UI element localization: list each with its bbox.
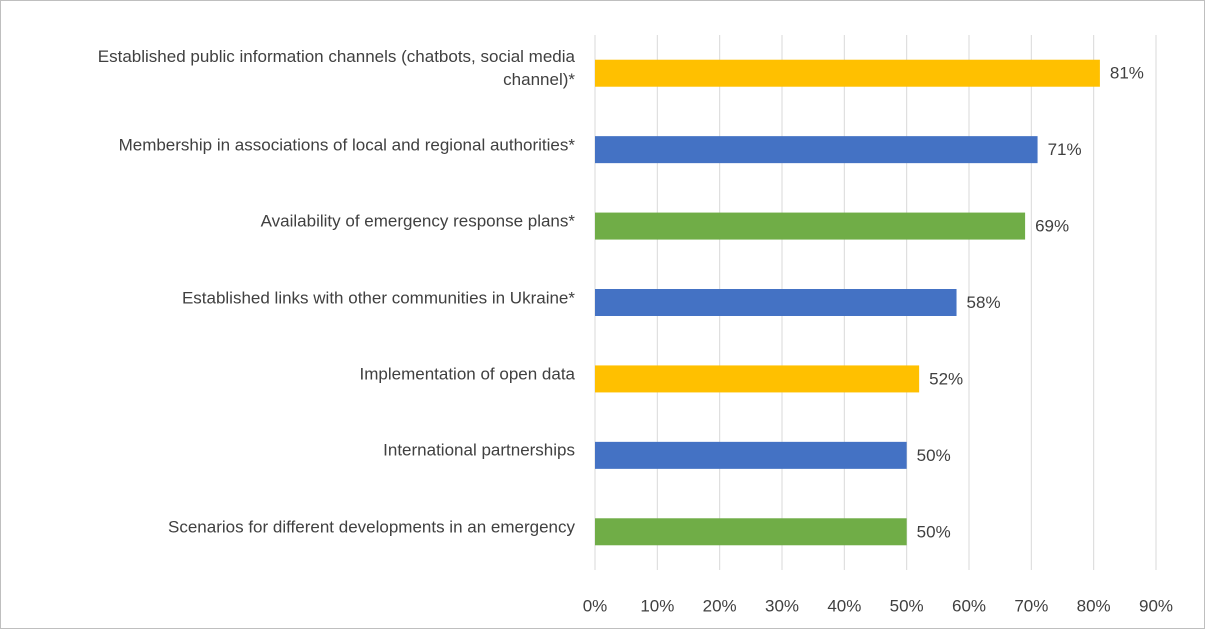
x-tick-label: 60% (952, 596, 986, 615)
data-label: 50% (917, 522, 951, 541)
x-tick-label: 30% (765, 596, 799, 615)
bar (595, 518, 907, 546)
y-tick-label: Availability of emergency response plans… (260, 211, 575, 231)
data-label: 58% (967, 293, 1001, 312)
bar (595, 59, 1100, 87)
x-tick-label: 10% (640, 596, 674, 615)
x-tick-label: 40% (827, 596, 861, 615)
data-label: 81% (1110, 64, 1144, 83)
data-label: 50% (917, 446, 951, 465)
y-tick-label: Membership in associations of local and … (118, 135, 575, 155)
x-tick-label: 0% (583, 596, 608, 615)
x-tick-label: 50% (890, 596, 924, 615)
data-label: 52% (929, 369, 963, 388)
y-tick-label: Established public information channels … (97, 47, 575, 90)
data-label: 69% (1035, 217, 1069, 236)
bar (595, 136, 1038, 164)
bar (595, 212, 1026, 240)
x-tick-label: 20% (703, 596, 737, 615)
x-tick-label: 90% (1139, 596, 1173, 615)
y-tick-label: Established links with other communities… (181, 288, 575, 307)
y-tick-label: Implementation of open data (359, 364, 575, 384)
y-tick-label: International partnerships (383, 440, 575, 460)
y-tick-label: Scenarios for different developments in … (168, 517, 575, 537)
bar (595, 365, 920, 393)
bar (595, 441, 907, 469)
data-label: 71% (1048, 140, 1082, 159)
x-tick-label: 80% (1077, 596, 1111, 615)
x-tick-label: 70% (1014, 596, 1048, 615)
bar (595, 289, 957, 316)
